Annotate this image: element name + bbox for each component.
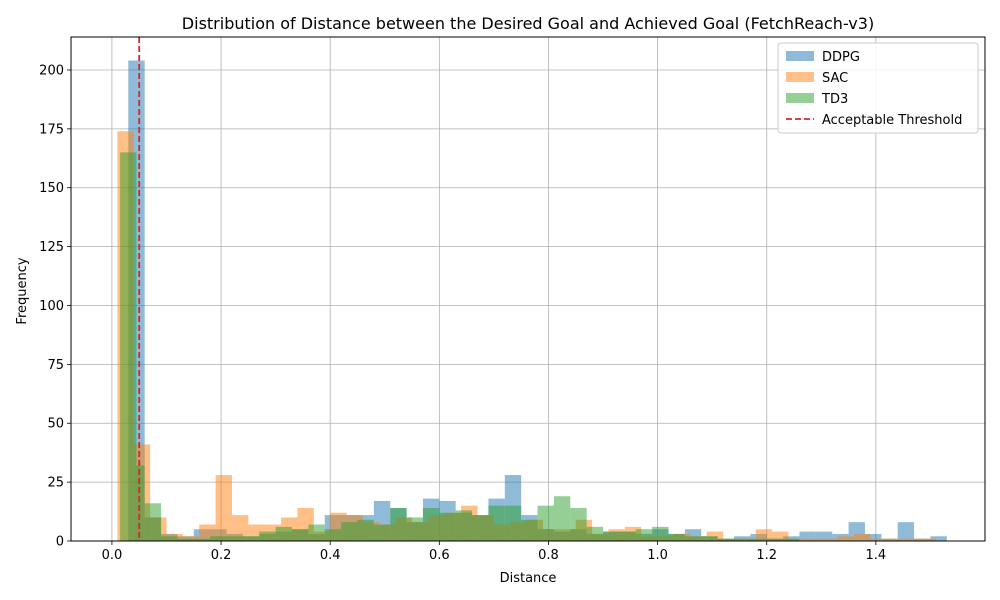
histogram-bar [275,526,292,541]
histogram-bar [750,538,767,541]
y-axis-label: Frequency [15,257,30,324]
histogram-bar [324,529,342,541]
histogram-bar [488,505,505,541]
legend-swatch-td3 [786,93,814,103]
histogram-bar [701,536,718,541]
y-tick-label: 50 [47,417,64,432]
histogram-bar [291,529,309,541]
tick-labels: 0.0 0.2 0.4 0.6 0.8 1.0 1.2 1.4 0 25 50 75 100 125 150… [39,63,886,563]
y-tick-label: 200 [39,63,64,78]
histogram-bar [177,538,194,541]
histogram-bar [439,512,456,541]
histogram-bar [341,522,358,541]
y-tick-label: 125 [39,240,64,255]
histogram-bar [684,529,702,541]
histogram-bar [772,531,789,541]
y-tick-label: 0 [56,535,64,550]
legend-label-threshold: Acceptable Threshold [822,113,962,128]
x-tick-label: 0.4 [320,548,341,563]
histogram-bar [717,538,734,541]
chart-title: Distribution of Distance between the Des… [182,14,874,33]
histogram-bar [242,536,260,541]
histogram-bar [652,526,669,541]
histogram-bar [684,536,702,541]
histogram-bar [854,533,871,541]
histogram-bar [136,465,145,541]
x-tick-label: 0.2 [211,548,232,563]
legend: DDPG SAC TD3 Acceptable Threshold [777,42,979,134]
histogram-bar [766,538,784,541]
y-tick-label: 25 [47,476,64,491]
histogram-bar [357,519,374,541]
x-tick-label: 1.4 [866,548,887,563]
histogram-bar [864,533,882,541]
histogram-bar [504,505,522,541]
histogram-bar [635,529,653,541]
histogram-bar [733,538,751,541]
x-tick-label: 0.6 [429,548,450,563]
histogram-bar [783,538,800,541]
histogram-bar [870,538,887,541]
histogram-bar [144,503,162,541]
histogram-bar [231,515,249,541]
legend-label-sac: SAC [822,71,848,86]
legend-swatch-sac [786,72,814,82]
histogram-bar [161,536,178,541]
legend-label-ddpg: DDPG [822,50,860,65]
legend-swatch-ddpg [786,51,814,61]
histogram-bar [521,519,538,541]
histogram-bars [117,60,947,542]
histogram-bar [897,522,915,541]
y-tick-label: 150 [39,181,64,196]
histogram-bar [422,508,440,541]
series-td3 [120,152,800,542]
axes-frame [70,36,986,542]
histogram-bar [215,475,232,541]
histogram-bar [930,536,947,541]
histogram-bar [815,531,833,541]
x-tick-label: 0.8 [538,548,559,563]
histogram-bar [821,538,838,541]
histogram-bar [120,152,137,542]
histogram-bar [804,538,822,541]
histogram-bar [619,531,636,541]
histogram-bar [210,536,227,541]
y-tick-label: 75 [47,358,64,373]
histogram-bar [553,496,571,541]
x-tick-label: 1.2 [756,548,777,563]
x-tick-label: 1.0 [647,548,668,563]
histogram-bar [668,533,685,541]
histogram-bar [406,517,423,541]
axes [70,36,986,542]
histogram-bar [886,538,904,541]
histogram-bar [472,515,489,541]
histogram-bar [193,538,211,541]
histogram-bar [603,531,620,541]
x-axis-label: Distance [500,571,557,586]
legend-label-td3: TD3 [821,92,848,107]
histogram-bar [799,531,816,541]
y-tick-label: 175 [39,122,64,137]
legend-box [777,42,979,134]
histogram-bar [308,524,325,541]
histogram-bar [455,510,473,541]
histogram-bar [586,526,604,541]
histogram-bar [903,538,920,541]
histogram-bar [919,538,936,541]
y-tick-label: 100 [39,299,64,314]
histogram-bar [837,536,855,541]
histogram-bar [755,529,773,541]
histogram-bar [226,536,243,541]
histogram-bar [259,531,276,541]
histogram-bar [537,505,554,541]
histogram-bar [373,524,391,541]
histogram-bar [570,508,587,541]
x-tick-label: 0.0 [102,548,123,563]
histogram-bar [390,508,407,541]
